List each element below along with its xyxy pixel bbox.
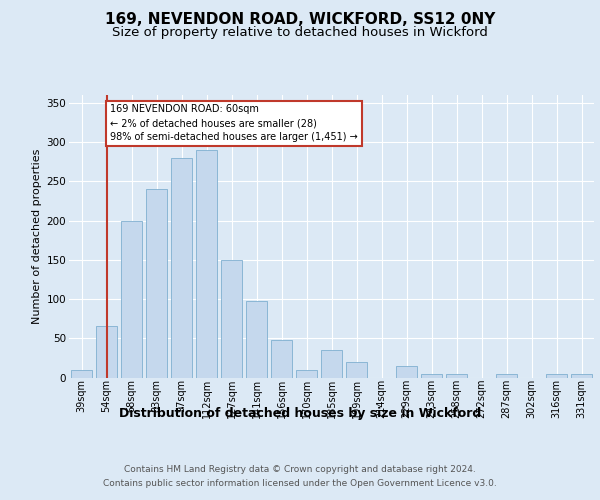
Bar (496, 374, 517, 378)
Bar (121, 220, 142, 378)
Bar (271, 340, 292, 378)
Bar (571, 374, 592, 378)
Text: Distribution of detached houses by size in Wickford: Distribution of detached houses by size … (119, 408, 481, 420)
Bar (146, 189, 167, 378)
Text: 169 NEVENDON ROAD: 60sqm
← 2% of detached houses are smaller (28)
98% of semi-de: 169 NEVENDON ROAD: 60sqm ← 2% of detache… (110, 104, 358, 142)
Bar (296, 370, 317, 378)
Bar (196, 150, 217, 378)
Bar (546, 374, 567, 378)
Bar (321, 350, 342, 378)
Text: Contains HM Land Registry data © Crown copyright and database right 2024.
Contai: Contains HM Land Registry data © Crown c… (103, 466, 497, 487)
Text: 169, NEVENDON ROAD, WICKFORD, SS12 0NY: 169, NEVENDON ROAD, WICKFORD, SS12 0NY (105, 12, 495, 28)
Y-axis label: Number of detached properties: Number of detached properties (32, 148, 43, 324)
Bar (346, 362, 367, 378)
Bar (246, 302, 267, 378)
Bar (396, 366, 417, 378)
Bar (446, 374, 467, 378)
Bar (171, 158, 192, 378)
Bar (221, 260, 242, 378)
Bar (96, 326, 117, 378)
Text: Size of property relative to detached houses in Wickford: Size of property relative to detached ho… (112, 26, 488, 39)
Bar (421, 374, 442, 378)
Bar (71, 370, 92, 378)
